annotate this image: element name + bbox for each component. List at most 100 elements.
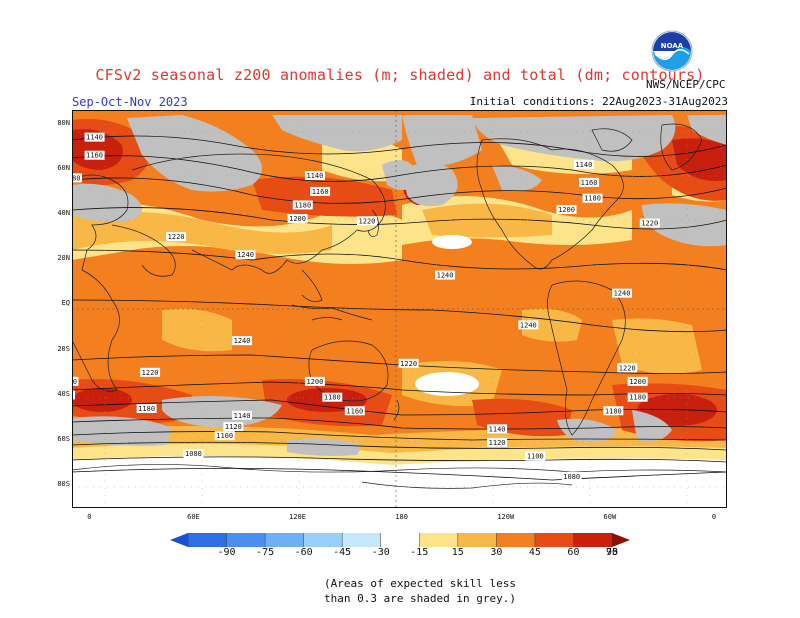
lat-label: EQ xyxy=(61,299,70,308)
contour-label: 1200 xyxy=(627,376,648,386)
svg-text:1240: 1240 xyxy=(614,290,631,298)
lat-label: 40N xyxy=(57,209,70,218)
contour-label: 1180 xyxy=(627,392,648,402)
svg-text:1220: 1220 xyxy=(168,233,185,241)
svg-text:1160: 1160 xyxy=(86,152,103,160)
svg-text:1220: 1220 xyxy=(400,360,417,368)
contour-label: 1200 xyxy=(556,205,577,214)
anomaly-white-spots xyxy=(72,235,727,508)
organization-label: NWS/NCEP/CPC xyxy=(646,78,726,91)
svg-text:1140: 1140 xyxy=(575,161,592,169)
colorbar-segment xyxy=(534,533,574,547)
lat-label: 80S xyxy=(57,480,70,489)
contour-label: 1160 xyxy=(579,177,600,187)
colorbar-tick: 30 xyxy=(490,547,503,558)
contour-label: 1180 xyxy=(72,173,82,183)
lon-label: 0 xyxy=(87,513,92,521)
contour-label: 1080 xyxy=(183,449,204,459)
colorbar-tick: 90 xyxy=(605,547,619,558)
lat-label: 60N xyxy=(57,163,70,172)
anomaly-map: 1140 1160 1180 1220 1240 1200 1180 1160 1140 1220… xyxy=(72,110,727,508)
svg-text:1240: 1240 xyxy=(234,337,251,345)
contour-label: 1140 xyxy=(573,159,594,169)
colorbar-arrow-right xyxy=(612,533,630,547)
map-frame xyxy=(72,110,727,508)
contour-label: 1240 xyxy=(435,270,456,280)
contour-label: 1200 xyxy=(304,376,325,386)
lon-label: 120W xyxy=(497,513,515,521)
chart-title: CFSv2 seasonal z200 anomalies (m; shaded… xyxy=(95,66,705,84)
colorbar-tick: 45 xyxy=(528,547,541,558)
svg-text:1220: 1220 xyxy=(142,369,159,377)
noaa-logo-icon: NOAA xyxy=(651,30,693,72)
contour-label: 1240 xyxy=(235,250,256,260)
svg-text:1180: 1180 xyxy=(324,394,341,402)
svg-text:1120: 1120 xyxy=(225,423,242,431)
svg-text:1240: 1240 xyxy=(437,272,454,280)
svg-text:1180: 1180 xyxy=(72,174,80,182)
contour-label: 1120 xyxy=(223,422,244,432)
contour-label: 1180 xyxy=(136,404,157,413)
anomaly-15-30-south xyxy=(72,444,727,465)
svg-text:1200: 1200 xyxy=(558,206,575,214)
contour-label: 1180 xyxy=(322,392,343,402)
svg-text:1140: 1140 xyxy=(86,134,103,142)
contour-label: 1200 xyxy=(287,214,308,224)
svg-text:1200: 1200 xyxy=(289,215,306,223)
contour-label: 1200 xyxy=(72,376,79,386)
svg-text:1180: 1180 xyxy=(138,405,155,413)
lon-label: 120E xyxy=(289,513,306,521)
skill-note-line2: than 0.3 are shaded in grey.) xyxy=(323,592,517,605)
svg-text:1160: 1160 xyxy=(581,179,598,187)
colorbar-segment xyxy=(419,533,459,547)
contour-label: 1220 xyxy=(356,216,377,226)
low-skill-mask xyxy=(72,115,727,456)
svg-text:1080: 1080 xyxy=(185,450,202,458)
contour-label: 1160 xyxy=(84,150,105,160)
lon-label: 60E xyxy=(187,513,200,521)
svg-text:1200: 1200 xyxy=(629,378,646,386)
svg-text:1140: 1140 xyxy=(306,172,323,180)
svg-text:1220: 1220 xyxy=(619,364,636,372)
lon-label: 60W xyxy=(603,513,617,521)
svg-text:1140: 1140 xyxy=(489,425,506,433)
skill-note: (Areas of expected skill less than 0.3 a… xyxy=(300,576,540,606)
contour-label: 1220 xyxy=(617,363,638,373)
contour-label: 1220 xyxy=(398,358,419,368)
colorbar xyxy=(170,533,630,547)
lat-label: 80N xyxy=(57,118,70,127)
lon-label: 180 xyxy=(395,513,408,521)
contour-label: 1180 xyxy=(292,200,313,210)
colorbar-segment xyxy=(342,533,382,547)
colorbar-segment xyxy=(226,533,266,547)
svg-text:1080: 1080 xyxy=(563,473,580,481)
colorbar-arrow-left xyxy=(170,533,188,547)
svg-text:1180: 1180 xyxy=(584,195,601,203)
contour-label: 1240 xyxy=(232,336,253,346)
contour-label: 1180 xyxy=(582,193,603,203)
contour-labels: 1140 1160 1180 1220 1240 1200 1180 1160 1140 1220… xyxy=(72,132,660,481)
contour-label: 1220 xyxy=(140,367,161,377)
lat-label: 20S xyxy=(57,344,70,353)
colorbar-tick: 75 xyxy=(605,547,619,558)
contour-label: 1100 xyxy=(525,451,546,461)
contour-label: 1220 xyxy=(166,232,187,241)
colorbar-segment xyxy=(457,533,497,547)
season-label: Sep-Oct-Nov 2023 xyxy=(72,95,188,109)
colorbar-tick: -15 xyxy=(410,547,429,558)
contour-label: 1100 xyxy=(214,431,235,441)
colorbar-tick: -45 xyxy=(333,547,352,558)
colorbar-segment xyxy=(188,533,228,547)
colorbar-segment xyxy=(496,533,536,547)
svg-text:1200: 1200 xyxy=(72,378,77,386)
svg-text:1220: 1220 xyxy=(359,217,376,225)
lat-label: 20N xyxy=(57,254,70,263)
contour-label: 1160 xyxy=(310,186,331,196)
contour-label: 1120 xyxy=(487,437,508,447)
lat-lon-grid xyxy=(72,110,727,508)
colorbar-tick: -75 xyxy=(256,547,275,558)
svg-text:1220: 1220 xyxy=(641,220,658,228)
coastlines xyxy=(72,123,727,489)
contour-label: 1080 xyxy=(561,471,582,481)
contour-label: 1140 xyxy=(304,171,325,181)
